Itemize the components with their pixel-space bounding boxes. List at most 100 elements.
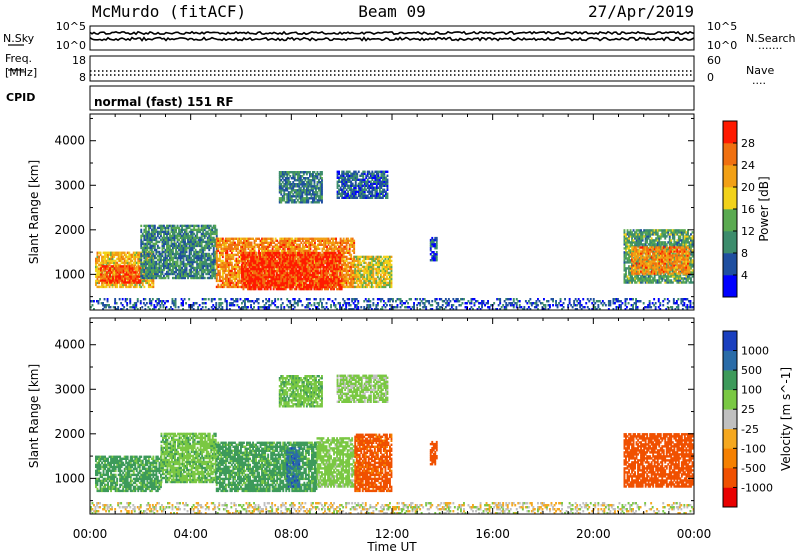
heatmap-cell (170, 258, 173, 262)
heatmap-cell (153, 264, 156, 268)
heatmap-cell (129, 255, 132, 259)
heatmap-cell (339, 239, 342, 242)
heatmap-cell (146, 240, 149, 244)
heatmap-cell (191, 244, 194, 248)
heatmap-cell (211, 276, 214, 280)
heatmap-cell (340, 263, 343, 267)
heatmap-cell (166, 224, 168, 228)
heatmap-cell (253, 277, 256, 281)
heatmap-cell (301, 255, 304, 259)
heatmap-cell (144, 276, 147, 280)
heatmap-cell (170, 228, 173, 232)
heatmap-cell (251, 281, 254, 285)
heatmap-cell (244, 239, 247, 242)
heatmap-cell (252, 237, 254, 240)
heatmap-cell (202, 254, 205, 258)
heatmap-cell (317, 239, 319, 242)
heatmap-cell (373, 259, 376, 263)
heatmap-cell (358, 281, 361, 285)
heatmap-cell (324, 269, 326, 273)
heatmap-cell (211, 240, 214, 244)
heatmap-cell (298, 239, 301, 242)
heatmap-cell (172, 224, 174, 228)
heatmap-cell (307, 279, 310, 283)
heatmap-cell (316, 253, 319, 257)
heatmap-cell (137, 255, 140, 259)
heatmap-cell (282, 273, 285, 277)
heatmap-cell (272, 265, 275, 269)
heatmap-cell (348, 253, 351, 257)
heatmap-cell (344, 263, 347, 267)
heatmap-cell (136, 281, 139, 284)
heatmap-cell (152, 262, 155, 266)
heatmap-cell (152, 238, 155, 242)
heatmap-cell (150, 274, 153, 278)
heatmap-cell (327, 271, 330, 275)
heatmap-cell (282, 251, 285, 254)
heatmap-cell (330, 245, 333, 248)
heatmap-cell (101, 273, 103, 277)
heatmap-cell (324, 237, 327, 240)
heatmap-cell (345, 267, 348, 271)
heatmap-cell (123, 283, 126, 287)
heatmap-cell (100, 269, 102, 272)
heatmap-cell (234, 241, 236, 244)
heatmap-cell (381, 271, 384, 275)
heatmap-cell (187, 224, 189, 228)
heatmap-cell (229, 261, 232, 265)
heatmap-cell (314, 239, 316, 242)
heatmap-cell (191, 240, 194, 244)
heatmap-cell (190, 242, 193, 246)
heatmap-cell (390, 281, 393, 285)
heatmap-cell (282, 243, 285, 246)
heatmap-cell (363, 281, 366, 285)
heatmap-cell (146, 262, 149, 266)
heatmap-cell (280, 263, 283, 267)
heatmap-cell (187, 272, 189, 276)
heatmap-cell (286, 285, 289, 289)
heatmap-cell (166, 234, 168, 238)
heatmap-cell (263, 251, 266, 255)
heatmap-cell (256, 273, 258, 277)
heatmap-cell (277, 257, 280, 261)
heatmap-cell (280, 171, 283, 174)
heatmap-cell (150, 232, 153, 236)
heatmap-cell (111, 283, 114, 287)
heatmap-cell (299, 263, 302, 267)
heatmap-cell (247, 241, 250, 244)
heatmap-cell (199, 240, 202, 244)
heatmap-cell (293, 281, 296, 285)
heatmap-cell (254, 259, 257, 263)
heatmap-cell (277, 283, 280, 287)
heatmap-cell (199, 244, 202, 248)
heatmap-cell (262, 239, 265, 242)
heatmap-cell (220, 249, 223, 252)
heatmap-cell (278, 189, 281, 192)
heatmap-cell (187, 254, 189, 258)
heatmap-cell (283, 197, 286, 200)
heatmap-cell (140, 281, 143, 285)
heatmap-cell (191, 248, 194, 252)
heatmap-cell (95, 263, 97, 267)
heatmap-cell (191, 236, 194, 240)
heatmap-cell (147, 234, 150, 238)
heatmap-cell (277, 247, 280, 250)
heatmap-cell (215, 228, 218, 232)
heatmap-cell (389, 263, 391, 267)
heatmap-cell (378, 277, 381, 281)
heatmap-cell (289, 273, 292, 277)
heatmap-cell (284, 271, 287, 275)
heatmap-cell (351, 281, 354, 285)
heatmap-cell (314, 281, 316, 285)
heatmap-cell (297, 285, 300, 289)
heatmap-cell (345, 249, 348, 252)
heatmap-cell (223, 277, 226, 281)
heatmap-cell (131, 283, 134, 287)
heatmap-cell (376, 259, 379, 263)
heatmap-cell (375, 267, 378, 271)
heatmap-cell (211, 236, 214, 240)
heatmap-cell (143, 234, 146, 238)
heatmap-cell (258, 255, 260, 259)
heatmap-cell (199, 274, 202, 278)
heatmap-cell (250, 279, 252, 283)
